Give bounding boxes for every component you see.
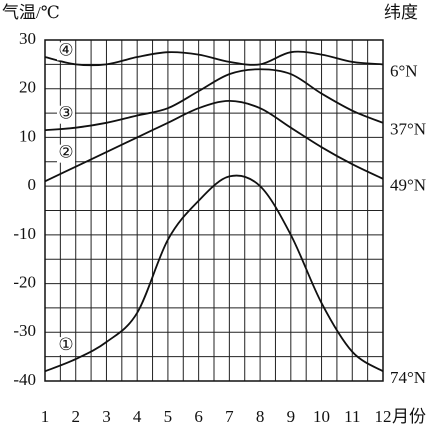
series-label: ④	[58, 40, 73, 59]
y2-axis-label: 纬度	[384, 3, 418, 22]
x-tick-label: 2	[71, 407, 80, 426]
series-line	[44, 68, 384, 132]
series-line	[44, 50, 384, 67]
series-label: ①	[58, 335, 73, 354]
plot-frame	[44, 39, 384, 382]
latitude-label: 74°N	[390, 368, 426, 387]
y-tick-label: 10	[19, 126, 36, 145]
series-line	[44, 174, 384, 373]
label-bg	[57, 337, 75, 356]
x-tick-label: 4	[133, 407, 142, 426]
x-axis-label: 月份	[392, 407, 426, 426]
x-tick-label: 8	[256, 407, 265, 426]
latitude-label: 49°N	[390, 176, 426, 195]
label-bg	[57, 42, 75, 61]
y-tick-label: 20	[19, 78, 36, 97]
y-tick-label: -40	[13, 370, 36, 389]
x-tick-label: 6	[194, 407, 203, 426]
y-tick-label: -20	[13, 272, 36, 291]
series-line	[44, 99, 384, 183]
y-tick-label: 30	[19, 29, 36, 48]
label-bg	[57, 105, 75, 124]
x-tick-label: 12	[375, 407, 392, 426]
x-tick-label: 1	[41, 407, 50, 426]
x-tick-label: 5	[164, 407, 173, 426]
series-label: ③	[58, 104, 73, 123]
x-tick-label: 10	[313, 407, 330, 426]
y-tick-label: 0	[28, 175, 37, 194]
x-tick-label: 9	[287, 407, 296, 426]
x-tick-label: 11	[344, 407, 360, 426]
latitude-label: 6°N	[390, 61, 418, 80]
x-tick-label: 3	[102, 407, 111, 426]
series-label: ②	[58, 143, 73, 162]
y-tick-label: -10	[13, 224, 36, 243]
label-bg	[57, 144, 75, 163]
latitude-label: 37°N	[390, 120, 426, 139]
y-axis-label: 气温/℃	[2, 3, 60, 22]
x-tick-label: 7	[225, 407, 234, 426]
y-tick-label: -30	[13, 321, 36, 340]
